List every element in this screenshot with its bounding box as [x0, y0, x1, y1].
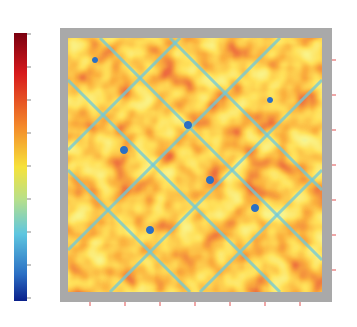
- minimum: [184, 121, 192, 129]
- ridge: [68, 168, 192, 292]
- heatmap: [68, 38, 322, 292]
- ridge: [68, 38, 182, 152]
- minimum: [146, 226, 154, 234]
- minimum: [251, 204, 259, 212]
- ridge: [108, 78, 322, 292]
- ridge: [198, 168, 322, 292]
- ridge: [98, 38, 322, 262]
- heatmap-minima: [92, 57, 273, 234]
- minimum: [120, 146, 128, 154]
- minimum: [92, 57, 98, 63]
- ridge: [68, 38, 282, 252]
- colorbar: [14, 33, 27, 301]
- minimum: [206, 176, 214, 184]
- minimum: [267, 97, 273, 103]
- colorbar-ticks: [27, 33, 31, 299]
- axis-ticks: [89, 59, 336, 306]
- heatmap-ridges: [68, 38, 322, 292]
- ridge: [168, 38, 322, 192]
